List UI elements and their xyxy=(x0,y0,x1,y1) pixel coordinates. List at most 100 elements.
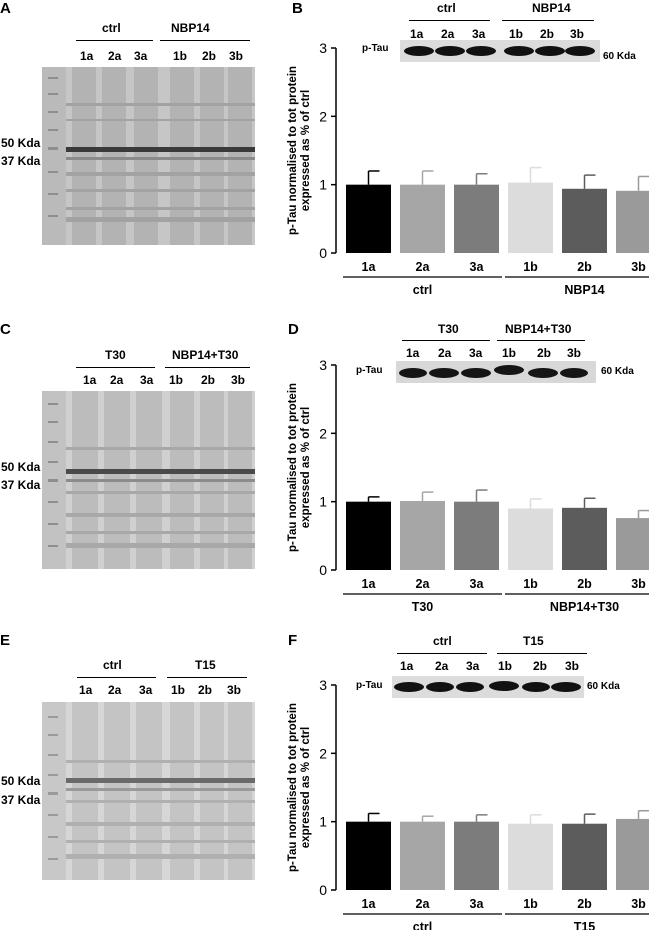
y-tick-label: 0 xyxy=(319,562,327,578)
blot-lane-label: 3b xyxy=(565,659,580,673)
x-tick-label: 2b xyxy=(577,260,592,274)
y-axis-label: p-Tau normalised to tot protein xyxy=(287,703,299,872)
gel-marker-label: 37 Kda xyxy=(1,154,41,168)
gel-group-rule xyxy=(77,677,156,678)
y-axis-label: expressed as % of ctrl xyxy=(300,90,312,211)
x-tick-label: 1b xyxy=(523,260,538,274)
blot-lane-label: 2a xyxy=(435,659,449,673)
y-tick-label: 2 xyxy=(319,108,327,124)
panel-letter-d: D xyxy=(288,321,299,338)
gel-lane-label: 3b xyxy=(231,373,246,387)
bar-chart: p-Tau normalised to tot protein expressed… xyxy=(284,40,649,300)
blot-lane-label: 3b xyxy=(567,346,582,360)
gel-group-label: ctrl xyxy=(102,21,121,35)
y-tick-label: 0 xyxy=(319,245,327,261)
bar xyxy=(562,188,607,253)
group-label: ctrl xyxy=(413,283,432,297)
x-tick-label: 2a xyxy=(416,260,431,274)
x-tick-label: 3b xyxy=(631,897,646,911)
y-tick-label: 1 xyxy=(319,814,327,830)
blot-lane-label: 3b xyxy=(570,27,585,41)
bar xyxy=(400,500,445,570)
gel-lane-label: 2a xyxy=(108,49,122,63)
y-tick-label: 1 xyxy=(319,177,327,193)
total-protein-gel-image xyxy=(42,702,255,880)
panel-letter-b: B xyxy=(292,0,303,17)
bar xyxy=(400,821,445,890)
panel-letter-a: A xyxy=(0,0,11,17)
y-tick-label: 0 xyxy=(319,882,327,898)
x-tick-label: 3b xyxy=(631,260,646,274)
y-tick-label: 1 xyxy=(319,494,327,510)
bar xyxy=(400,184,445,253)
blot-marker-label: 60 Kda xyxy=(603,51,636,62)
x-tick-label: 1b xyxy=(523,577,538,591)
bar xyxy=(508,508,553,570)
bar xyxy=(562,507,607,570)
bar-chart: p-Tau normalised to tot protein expressed… xyxy=(284,677,649,930)
panel-letter-f: F xyxy=(288,632,298,649)
gel-lane-label: 3b xyxy=(229,49,244,63)
blot-marker-label: 60 Kda xyxy=(587,681,620,692)
bar xyxy=(616,190,649,253)
panel-letter-e: E xyxy=(0,632,11,649)
gel-lane-label: 3a xyxy=(134,49,148,63)
blot-lane-label: 2b xyxy=(540,27,555,41)
gel-lane-label: 2a xyxy=(108,683,122,697)
blot-group-rule xyxy=(497,340,585,341)
bar xyxy=(508,823,553,890)
y-axis-label: expressed as % of ctrl xyxy=(300,727,312,848)
y-tick-label: 2 xyxy=(319,745,327,761)
y-axis-label: expressed as % of ctrl xyxy=(300,407,312,528)
blot-group-label: ctrl xyxy=(437,1,456,15)
x-tick-label: 1a xyxy=(362,577,377,591)
blot-bands xyxy=(399,365,588,378)
total-protein-gel-image xyxy=(42,67,255,245)
blot-protein-label: p-Tau xyxy=(362,43,389,54)
gel-lane-label: 1b xyxy=(171,683,186,697)
blot-lane-label: 2a xyxy=(438,346,452,360)
gel-group-label: T15 xyxy=(195,658,216,672)
blot-lane-label: 1b xyxy=(502,346,517,360)
bar xyxy=(454,501,499,570)
gel-lane-label: 1b xyxy=(173,49,188,63)
x-tick-label: 1a xyxy=(362,260,377,274)
group-label: T30 xyxy=(412,600,434,614)
gel-marker-label: 50 Kda xyxy=(1,774,41,788)
y-axis-label: p-Tau normalised to tot protein xyxy=(287,383,299,552)
gel-group-label: NBP14+T30 xyxy=(172,348,239,362)
gel-lane-label: 2b xyxy=(201,373,216,387)
chart-svg: p-Tau normalised to tot protein expressed… xyxy=(287,40,649,297)
blot-lane-label: 3a xyxy=(469,346,483,360)
blot-group-label: NBP14+T30 xyxy=(505,322,572,336)
y-tick-label: 3 xyxy=(319,357,327,373)
gel-bands xyxy=(42,702,255,880)
blot-group-rule xyxy=(397,653,487,654)
gel-group-label: T30 xyxy=(105,348,126,362)
blot-group-label: ctrl xyxy=(433,634,452,648)
gel-marker-label: 50 Kda xyxy=(1,460,41,474)
gel-lane-label: 3a xyxy=(139,683,153,697)
bar xyxy=(346,501,391,570)
gel-marker-label: 37 Kda xyxy=(1,478,41,492)
blot-group-rule xyxy=(402,340,490,341)
bar-chart: p-Tau normalised to tot protein expressed… xyxy=(284,357,649,617)
chart-svg: p-Tau normalised to tot protein expressed… xyxy=(287,357,649,614)
blot-lane-label: 1b xyxy=(509,27,524,41)
gel-group-label: ctrl xyxy=(103,658,122,672)
x-tick-label: 3a xyxy=(470,577,485,591)
gel-lane-label: 3a xyxy=(140,373,154,387)
x-tick-label: 1a xyxy=(362,897,377,911)
chart-svg: p-Tau normalised to tot protein expressed… xyxy=(287,677,649,930)
bar xyxy=(346,184,391,253)
group-label: NBP14+T30 xyxy=(550,600,619,614)
group-label: ctrl xyxy=(413,920,432,930)
x-tick-label: 2b xyxy=(577,577,592,591)
blot-group-label: T15 xyxy=(523,634,544,648)
gel-lane-label: 1b xyxy=(169,373,184,387)
blot-marker-label: 60 Kda xyxy=(601,366,634,377)
bar xyxy=(454,184,499,253)
blot-lane-label: 1a xyxy=(410,27,424,41)
gel-lane-label: 1a xyxy=(79,683,93,697)
blot-lane-label: 2b xyxy=(533,659,548,673)
